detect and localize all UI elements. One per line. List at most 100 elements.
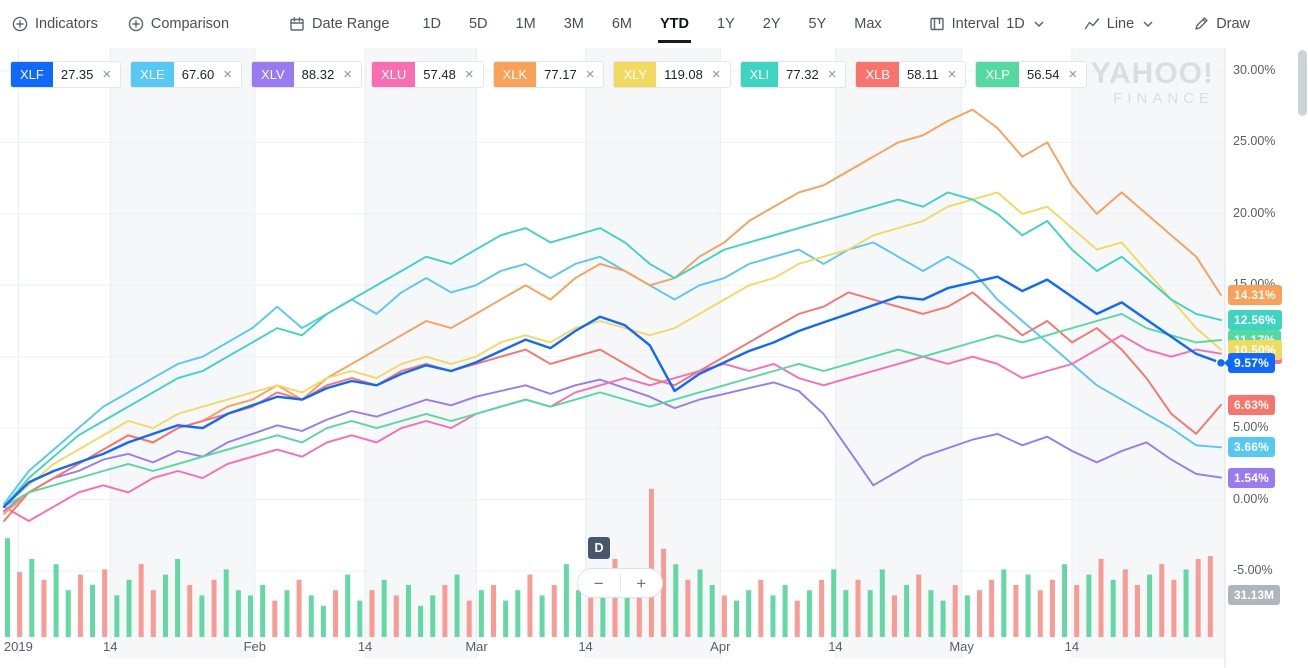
price-badge-xlb: 6.63% xyxy=(1228,394,1276,415)
close-icon[interactable]: × xyxy=(223,66,233,83)
ticker-chip-xly[interactable]: XLY 119.08 × xyxy=(613,61,731,88)
chip-ticker-label: XLF xyxy=(11,62,53,87)
calendar-icon xyxy=(290,17,304,31)
price-badge-xlk: 14.31% xyxy=(1228,285,1282,306)
chip-price: 58.11 xyxy=(907,67,939,82)
close-icon[interactable]: × xyxy=(585,66,595,83)
price-badge-xlv: 1.54% xyxy=(1228,467,1276,488)
x-axis-label: 14 xyxy=(578,639,593,654)
date-range-button[interactable]: Date Range xyxy=(289,16,389,32)
close-icon[interactable]: × xyxy=(1068,66,1078,83)
draw-label: Draw xyxy=(1216,16,1251,32)
ticker-chips: XLF 27.35 × XLE 67.60 × XLV 88.32 × XLU 57.48 × XLK 7… xyxy=(10,61,1088,88)
chart-type-label: Line xyxy=(1106,16,1135,32)
chip-ticker-label: XLU xyxy=(371,62,416,87)
close-icon[interactable]: × xyxy=(102,66,112,83)
range-button-max[interactable]: Max xyxy=(854,16,882,32)
zoom-controls: − + xyxy=(577,568,663,598)
y-axis-label: 30.00% xyxy=(1233,63,1276,77)
ticker-chip-xlb[interactable]: XLB 58.11 × xyxy=(855,61,967,88)
x-axis-label: 2019 xyxy=(3,639,33,654)
chevron-down-icon xyxy=(1034,21,1044,27)
ticker-chip-xlk[interactable]: XLK 77.17 × xyxy=(492,61,605,88)
scrollbar-thumb[interactable] xyxy=(1298,50,1307,116)
zoom-in-button[interactable]: + xyxy=(621,569,663,597)
interval-value: 1D xyxy=(1006,16,1025,32)
range-button-5y[interactable]: 5Y xyxy=(808,16,827,32)
range-button-1m[interactable]: 1M xyxy=(515,16,536,32)
chart-toolbar: Indicators Comparison Date Range 1D 5D 1M 3… xyxy=(0,0,1308,48)
price-badge-xli: 12.56% xyxy=(1228,310,1282,331)
chip-price: 119.08 xyxy=(664,67,703,82)
indicators-button[interactable]: Indicators xyxy=(12,16,98,32)
ticker-chip-xli[interactable]: XLI 77.32 × xyxy=(739,61,847,88)
chip-price: 57.48 xyxy=(423,67,456,82)
x-axis-label: 14 xyxy=(1064,639,1080,654)
range-button-3m[interactable]: 3M xyxy=(563,16,584,32)
dividend-marker[interactable]: D xyxy=(588,537,610,559)
indicators-label: Indicators xyxy=(35,16,98,32)
ticker-chip-xle[interactable]: XLE 67.60 × xyxy=(130,61,243,88)
yahoo-finance-watermark: YAHOO! FINANCE xyxy=(1091,58,1214,107)
draw-button[interactable]: Draw xyxy=(1193,16,1250,32)
chip-price: 56.54 xyxy=(1026,67,1060,82)
pencil-icon xyxy=(1195,17,1208,30)
chip-price: 77.32 xyxy=(786,67,819,82)
x-axis-label: 14 xyxy=(828,639,843,654)
ticker-chip-xlu[interactable]: XLU 57.48 × xyxy=(370,61,484,88)
x-axis-label: 14 xyxy=(103,639,118,654)
chip-ticker-label: XLP xyxy=(976,62,1019,87)
plus-circle-icon xyxy=(128,16,144,32)
y-axis-label: 5.00% xyxy=(1233,420,1269,435)
zoom-divider xyxy=(619,574,621,592)
y-axis-label: -5.00% xyxy=(1233,563,1273,577)
chip-ticker-label: XLE xyxy=(131,62,174,87)
date-range-label: Date Range xyxy=(312,16,390,32)
close-icon[interactable]: × xyxy=(343,66,352,83)
chip-ticker-label: XLI xyxy=(740,62,779,87)
range-button-1d[interactable]: 1D xyxy=(422,16,441,32)
chart-type-dropdown[interactable]: Line xyxy=(1084,16,1153,32)
ticker-chip-xlp[interactable]: XLP 56.54 × xyxy=(975,61,1088,88)
watermark-finance: FINANCE xyxy=(1113,89,1214,107)
y-axis-label: 20.00% xyxy=(1233,205,1276,220)
line-chart-icon xyxy=(1084,18,1099,30)
interval-icon xyxy=(929,17,944,31)
badge-arrow xyxy=(1224,358,1228,367)
chip-price: 88.32 xyxy=(301,67,335,82)
interval-dropdown[interactable]: Interval 1D xyxy=(929,16,1044,32)
plus-circle-icon xyxy=(12,16,28,32)
close-icon[interactable]: × xyxy=(711,66,721,83)
close-icon[interactable]: × xyxy=(464,66,474,83)
y-axis-label: 0.00% xyxy=(1233,491,1269,506)
range-button-6m[interactable]: 6M xyxy=(611,16,632,32)
close-icon[interactable]: × xyxy=(947,66,957,83)
y-axis-label: 25.00% xyxy=(1233,134,1276,149)
range-button-1y[interactable]: 1Y xyxy=(717,16,735,32)
ticker-chip-xlv[interactable]: XLV 88.32 × xyxy=(251,61,362,88)
chip-ticker-label: XLV xyxy=(252,62,294,87)
x-axis-label: Feb xyxy=(243,639,266,654)
x-axis-label: Mar xyxy=(465,639,488,654)
zoom-out-button[interactable]: − xyxy=(578,569,620,597)
chart-area[interactable]: XLF 27.35 × XLE 67.60 × XLV 88.32 × XLU 57.48 × XLK 7… xyxy=(0,48,1308,668)
x-axis-label: May xyxy=(949,639,974,654)
range-button-5d[interactable]: 5D xyxy=(468,16,488,32)
x-axis-label: Apr xyxy=(710,639,731,654)
chevron-down-icon xyxy=(1143,21,1153,27)
range-button-2y[interactable]: 2Y xyxy=(762,16,781,32)
watermark-yahoo: YAHOO! xyxy=(1090,57,1214,90)
price-chart-canvas[interactable] xyxy=(0,48,1308,668)
x-axis-label: 14 xyxy=(357,639,373,654)
ticker-chip-xlf[interactable]: XLF 27.35 × xyxy=(10,61,122,88)
chip-price: 67.60 xyxy=(181,67,215,82)
comparison-button[interactable]: Comparison xyxy=(128,16,229,32)
range-buttons: 1D 5D 1M 3M 6M YTD 1Y 2Y 5Y Max xyxy=(421,14,882,43)
chip-ticker-label: XLY xyxy=(614,62,657,87)
volume-badge: 31.13M xyxy=(1228,585,1281,605)
chip-ticker-label: XLK xyxy=(493,62,537,87)
range-button-ytd[interactable]: YTD xyxy=(658,16,691,43)
chip-price: 27.35 xyxy=(60,67,94,82)
close-icon[interactable]: × xyxy=(827,66,837,83)
chip-price: 77.17 xyxy=(544,67,577,82)
